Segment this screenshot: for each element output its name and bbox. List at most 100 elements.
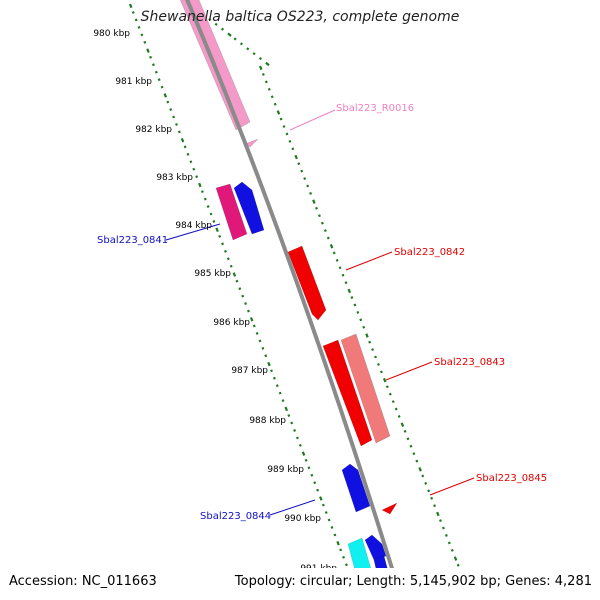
kbp-label: 984 kbp	[175, 221, 212, 231]
tick-mark	[315, 206, 318, 210]
tick-mark	[261, 73, 265, 76]
kbp-label: 988 kbp	[249, 416, 286, 426]
gene-label-sbal223-0844[interactable]: Sbal223_0844	[200, 511, 271, 522]
tick-mark	[412, 452, 416, 456]
tick-mark	[382, 377, 387, 383]
tick-mark	[319, 496, 323, 501]
left-tick-row	[128, 3, 350, 573]
tick-mark	[221, 242, 224, 246]
tick-mark	[264, 80, 268, 84]
tick-mark	[377, 363, 380, 366]
tick-mark	[388, 392, 392, 396]
gene-label-sbal223-0841[interactable]: Sbal223_0841	[97, 235, 168, 246]
tick-mark	[154, 70, 158, 74]
tick-mark	[365, 333, 369, 338]
tick-mark	[229, 264, 233, 268]
tick-mark	[265, 61, 270, 67]
tick-mark	[258, 339, 262, 343]
tick-mark	[307, 466, 311, 470]
tick-mark	[175, 123, 178, 126]
kbp-label: 990 kbp	[284, 514, 321, 524]
tick-mark	[297, 162, 301, 166]
tick-mark	[362, 325, 366, 329]
gene-label-sbal223-0843[interactable]: Sbal223_0843	[434, 357, 505, 368]
tick-mark	[301, 451, 306, 456]
tick-mark	[342, 555, 345, 559]
tick-mark	[371, 348, 375, 351]
right-tick-row	[258, 65, 471, 596]
tick-mark	[177, 130, 181, 134]
tick-mark	[270, 369, 273, 373]
tick-mark	[157, 78, 161, 82]
tick-mark	[304, 458, 308, 462]
gene-feature-cyan[interactable]	[347, 537, 380, 600]
tick-mark	[267, 87, 271, 91]
accession-text: Accession: NC_011663	[9, 574, 157, 589]
tick-mark	[166, 100, 170, 104]
tick-mark	[215, 227, 219, 232]
gene-feature-magenta[interactable]	[215, 183, 248, 241]
gene-feature-sbal223-0845[interactable]	[381, 502, 398, 515]
tick-mark	[436, 511, 440, 517]
tick-mark	[270, 95, 274, 99]
gene-feature-sbal223-0844[interactable]	[341, 463, 371, 513]
gene-feature-blue-lower[interactable]	[364, 534, 387, 561]
kbp-label: 989 kbp	[267, 465, 304, 475]
tick-mark	[140, 33, 144, 37]
tick-mark	[137, 25, 141, 29]
kbp-label: 980 kbp	[93, 29, 130, 39]
gene-feature-sbal223-0841[interactable]	[233, 181, 265, 235]
callout-line-0845	[429, 477, 475, 496]
tick-mark	[309, 191, 313, 195]
tick-mark	[255, 331, 259, 335]
gene-feature-blue-bottom[interactable]	[373, 555, 396, 600]
tick-mark	[349, 571, 350, 573]
tick-mark	[282, 125, 286, 128]
gene-label-sbal223-0845[interactable]: Sbal223_0845	[476, 473, 547, 484]
callout-line-0843	[385, 361, 433, 381]
tick-mark	[208, 17, 212, 21]
tick-mark	[470, 594, 471, 596]
tick-mark	[128, 3, 133, 9]
gene-feature-red-long[interactable]	[322, 339, 373, 447]
tick-mark	[298, 443, 302, 447]
tick-mark	[332, 251, 336, 255]
tick-mark	[294, 154, 298, 160]
tick-mark	[192, 167, 196, 171]
tick-mark	[214, 22, 218, 26]
tick-mark	[279, 117, 283, 121]
tick-mark	[324, 511, 328, 514]
tick-mark	[339, 548, 343, 552]
tick-mark	[421, 474, 425, 478]
gene-callouts	[165, 109, 475, 516]
tick-mark	[433, 504, 436, 508]
kbp-label: 985 kbp	[194, 269, 231, 279]
tick-mark	[368, 340, 372, 344]
gene-feature-sbal223-0843[interactable]	[340, 333, 391, 444]
tick-mark	[172, 115, 176, 119]
tick-mark	[359, 318, 363, 322]
tick-mark	[418, 467, 422, 472]
tick-mark	[180, 137, 185, 143]
gene-label-sbal223-r0016[interactable]: Sbal223_R0016	[336, 103, 414, 114]
tick-mark	[281, 399, 285, 403]
tick-mark	[189, 160, 193, 164]
tick-mark	[344, 281, 348, 285]
tick-mark	[316, 488, 320, 492]
tick-mark	[200, 190, 204, 194]
tick-mark	[264, 354, 268, 358]
tick-mark	[400, 422, 405, 427]
tick-mark	[439, 519, 442, 523]
tick-mark	[336, 540, 340, 546]
tick-mark	[224, 249, 227, 253]
tick-mark	[424, 481, 428, 485]
tick-mark	[441, 526, 445, 530]
tick-mark	[239, 42, 243, 46]
tick-mark	[338, 266, 342, 270]
gene-label-sbal223-0842[interactable]: Sbal223_0842	[394, 247, 465, 258]
tick-mark	[241, 294, 245, 298]
tick-mark	[203, 197, 207, 201]
tick-mark	[284, 406, 288, 412]
gene-feature-sbal223-0842[interactable]	[287, 245, 327, 321]
